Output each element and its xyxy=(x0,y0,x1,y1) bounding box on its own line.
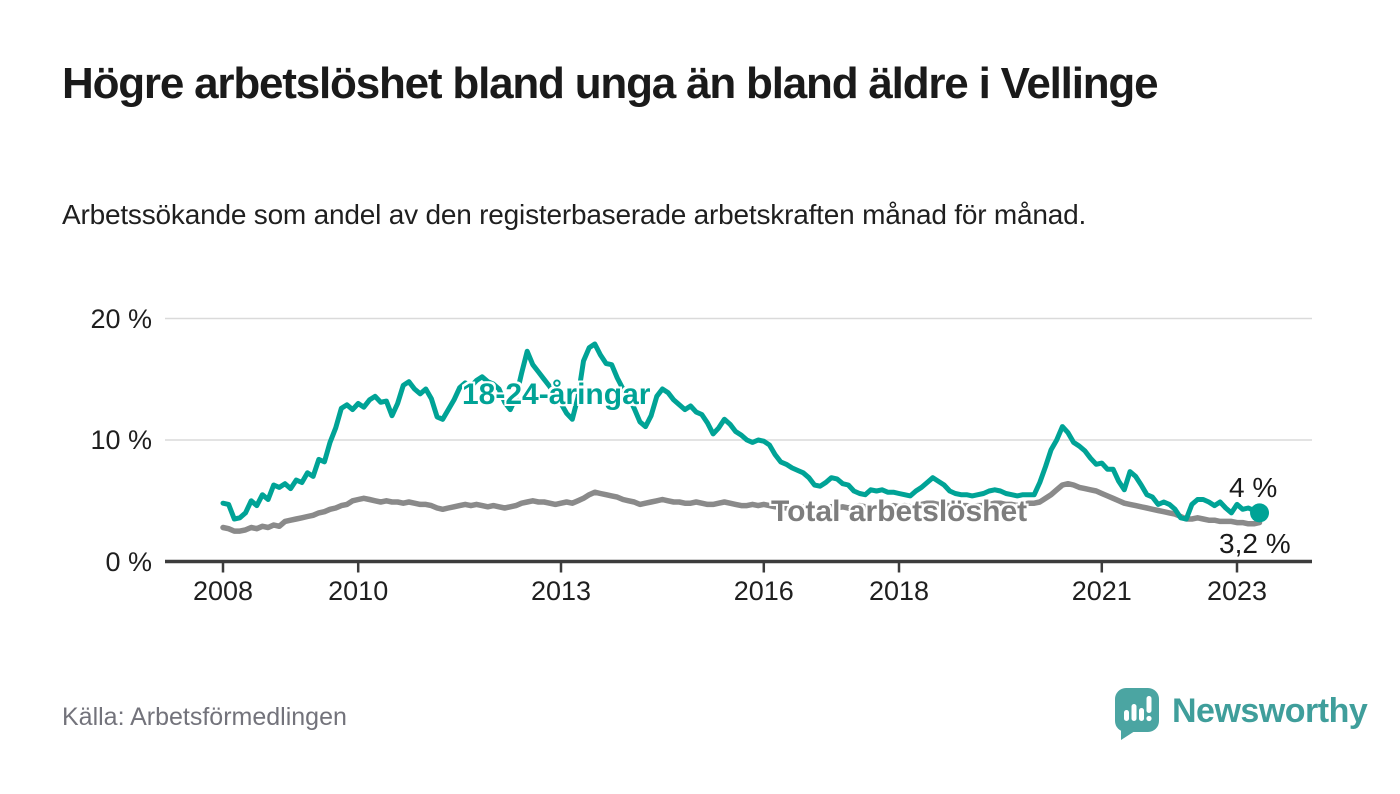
x-tick-label: 2018 xyxy=(868,576,930,606)
y-tick-label: 10 % xyxy=(90,425,152,455)
page-subtitle: Arbetssökande som andel av den registerb… xyxy=(62,199,1087,230)
x-tick-label: 2023 xyxy=(1206,576,1268,606)
newsworthy-speech-bubble-bar-chart-icon xyxy=(1115,688,1159,740)
x-tick-label: 2013 xyxy=(530,576,592,606)
series-line-young xyxy=(220,341,1262,522)
x-tick-label: 2021 xyxy=(1071,576,1132,606)
series-label-total: Total arbetslöshet xyxy=(771,495,1028,528)
end-value-label-total: 3,2 % xyxy=(1219,528,1291,559)
x-tick-label: 2008 xyxy=(192,576,254,606)
series-label-young: 18-24-åringar xyxy=(462,378,651,411)
y-tick-label: 20 % xyxy=(90,303,152,334)
newsworthy-wordmark: Newsworthy xyxy=(1172,692,1368,730)
y-tick-label: 0 % xyxy=(105,546,152,577)
series-end-dot xyxy=(1250,503,1270,523)
end-value-label-young: 4 % xyxy=(1229,472,1278,503)
series-line-total xyxy=(220,480,1263,534)
page-title: Högre arbetslöshet bland unga än bland ä… xyxy=(62,59,1159,108)
x-tick-label: 2010 xyxy=(328,576,389,606)
newsworthy-logo: Newsworthy xyxy=(1114,687,1368,743)
x-tick-label: 2016 xyxy=(733,576,794,606)
source-attribution: Källa: Arbetsförmedlingen xyxy=(62,703,347,731)
